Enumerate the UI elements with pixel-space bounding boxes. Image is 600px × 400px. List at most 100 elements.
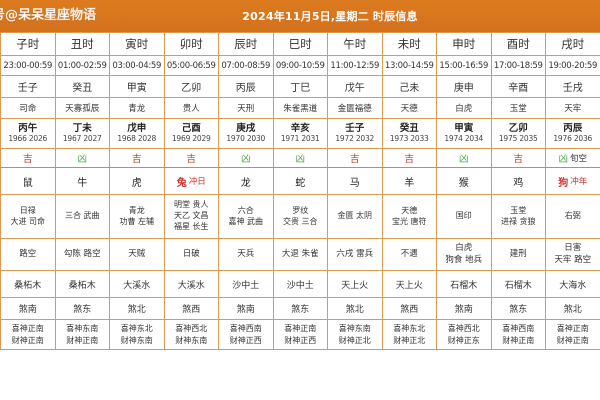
nayin-row-cell[interactable]: 大溪水 bbox=[163, 270, 219, 298]
nayin-row-cell[interactable]: 石榴木 bbox=[490, 270, 546, 298]
star-gods-row-cell[interactable]: 金匮 太阴 bbox=[327, 194, 383, 239]
time-range-row-cell[interactable]: 15:00-16:59 bbox=[436, 55, 492, 76]
ganzhi-row-cell[interactable]: 己未 bbox=[381, 75, 437, 98]
kongwang-row-cell[interactable]: 建刑 bbox=[490, 238, 546, 271]
birth-year-row-cell[interactable]: 丁未 1967 2027 bbox=[54, 118, 110, 149]
luck-row-cell[interactable]: 吉 bbox=[381, 148, 437, 168]
nayin-row-cell[interactable]: 桑柘木 bbox=[54, 270, 110, 298]
shensha-row-cell[interactable]: 青龙 bbox=[109, 97, 165, 119]
sha-direction-row-cell[interactable]: 煞东 bbox=[272, 297, 328, 320]
luck-row-cell[interactable]: 凶 bbox=[436, 148, 492, 168]
sha-direction-row-cell[interactable]: 煞西 bbox=[163, 297, 219, 320]
kongwang-row-cell[interactable]: 日害 天牢 路空 bbox=[545, 238, 600, 271]
ganzhi-row-cell[interactable]: 癸丑 bbox=[54, 75, 110, 98]
god-direction-row-cell[interactable]: 喜神西北 财神东南 bbox=[163, 319, 219, 350]
hour-name-row-cell[interactable]: 酉时 bbox=[490, 32, 546, 56]
kongwang-row-cell[interactable]: 天贼 bbox=[109, 238, 165, 271]
luck-row-cell[interactable]: 吉 bbox=[0, 148, 56, 168]
zodiac-row-cell[interactable]: 猴 bbox=[436, 167, 492, 195]
shensha-row-cell[interactable]: 天牢 bbox=[545, 97, 600, 119]
hour-name-row-cell[interactable]: 丑时 bbox=[54, 32, 110, 56]
time-range-row-cell[interactable]: 03:00-04:59 bbox=[109, 55, 165, 76]
time-range-row-cell[interactable]: 01:00-02:59 bbox=[54, 55, 110, 76]
ganzhi-row-cell[interactable]: 丁巳 bbox=[272, 75, 328, 98]
birth-year-row-cell[interactable]: 癸丑 1973 2033 bbox=[381, 118, 437, 149]
birth-year-row-cell[interactable]: 辛亥 1971 2031 bbox=[272, 118, 328, 149]
god-direction-row-cell[interactable]: 喜神东南 财神正北 bbox=[327, 319, 383, 350]
nayin-row-cell[interactable]: 天上火 bbox=[381, 270, 437, 298]
star-gods-row-cell[interactable]: 青龙 功曹 左辅 bbox=[109, 194, 165, 239]
sha-direction-row-cell[interactable]: 煞南 bbox=[436, 297, 492, 320]
god-direction-row-cell[interactable]: 喜神东北 财神正北 bbox=[381, 319, 437, 350]
sha-direction-row-cell[interactable]: 煞南 bbox=[218, 297, 274, 320]
shensha-row-cell[interactable]: 贵人 bbox=[163, 97, 219, 119]
star-gods-row-cell[interactable]: 右弼 bbox=[545, 194, 600, 239]
time-range-row-cell[interactable]: 09:00-10:59 bbox=[272, 55, 328, 76]
shensha-row-cell[interactable]: 朱雀黑道 bbox=[272, 97, 328, 119]
zodiac-row-cell[interactable]: 马 bbox=[327, 167, 383, 195]
nayin-row-cell[interactable]: 天上火 bbox=[327, 270, 383, 298]
luck-row-cell[interactable]: 吉 bbox=[163, 148, 219, 168]
birth-year-row-cell[interactable]: 己酉 1969 2029 bbox=[163, 118, 219, 149]
star-gods-row-cell[interactable]: 明堂 贵人 天乙 文昌 福星 长生 bbox=[163, 194, 219, 239]
shensha-row-cell[interactable]: 司命 bbox=[0, 97, 56, 119]
birth-year-row-cell[interactable]: 甲寅 1974 2034 bbox=[436, 118, 492, 149]
sha-direction-row-cell[interactable]: 煞北 bbox=[545, 297, 600, 320]
zodiac-row-cell[interactable]: 羊 bbox=[381, 167, 437, 195]
nayin-row-cell[interactable]: 大溪水 bbox=[109, 270, 165, 298]
god-direction-row-cell[interactable]: 喜神正南 财神正南 bbox=[0, 319, 56, 350]
birth-year-row-cell[interactable]: 戊申 1968 2028 bbox=[109, 118, 165, 149]
sha-direction-row-cell[interactable]: 煞北 bbox=[327, 297, 383, 320]
ganzhi-row-cell[interactable]: 辛酉 bbox=[490, 75, 546, 98]
star-gods-row-cell[interactable]: 国印 bbox=[436, 194, 492, 239]
ganzhi-row-cell[interactable]: 壬戌 bbox=[545, 75, 600, 98]
star-gods-row-cell[interactable]: 三合 武曲 bbox=[54, 194, 110, 239]
kongwang-row-cell[interactable]: 六戌 雷兵 bbox=[327, 238, 383, 271]
sha-direction-row-cell[interactable]: 煞北 bbox=[109, 297, 165, 320]
zodiac-row-cell[interactable]: 龙 bbox=[218, 167, 274, 195]
nayin-row-cell[interactable]: 大海水 bbox=[545, 270, 600, 298]
shensha-row-cell[interactable]: 金匮福德 bbox=[327, 97, 383, 119]
shensha-row-cell[interactable]: 白虎 bbox=[436, 97, 492, 119]
birth-year-row-cell[interactable]: 乙卯 1975 2035 bbox=[490, 118, 546, 149]
luck-row-cell[interactable]: 凶 bbox=[218, 148, 274, 168]
birth-year-row-cell[interactable]: 壬子 1972 2032 bbox=[327, 118, 383, 149]
sha-direction-row-cell[interactable]: 煞东 bbox=[490, 297, 546, 320]
hour-name-row-cell[interactable]: 巳时 bbox=[272, 32, 328, 56]
god-direction-row-cell[interactable]: 喜神正南 财神正西 bbox=[272, 319, 328, 350]
god-direction-row-cell[interactable]: 喜神东北 财神东南 bbox=[109, 319, 165, 350]
nayin-row-cell[interactable]: 沙中土 bbox=[218, 270, 274, 298]
kongwang-row-cell[interactable]: 日破 bbox=[163, 238, 219, 271]
zodiac-row-cell[interactable]: 蛇 bbox=[272, 167, 328, 195]
zodiac-row-cell[interactable]: 兔冲日 bbox=[163, 167, 219, 195]
hour-name-row-cell[interactable]: 卯时 bbox=[163, 32, 219, 56]
luck-row-cell[interactable]: 凶 bbox=[54, 148, 110, 168]
luck-row-cell[interactable]: 凶 bbox=[272, 148, 328, 168]
hour-name-row-cell[interactable]: 未时 bbox=[381, 32, 437, 56]
time-range-row-cell[interactable]: 23:00-00:59 bbox=[0, 55, 56, 76]
birth-year-row-cell[interactable]: 丙午 1966 2026 bbox=[0, 118, 56, 149]
shensha-row-cell[interactable]: 玉堂 bbox=[490, 97, 546, 119]
god-direction-row-cell[interactable]: 喜神西北 财神正东 bbox=[436, 319, 492, 350]
zodiac-row-cell[interactable]: 牛 bbox=[54, 167, 110, 195]
hour-name-row-cell[interactable]: 申时 bbox=[436, 32, 492, 56]
kongwang-row-cell[interactable]: 路空 bbox=[0, 238, 56, 271]
star-gods-row-cell[interactable]: 日禄 大进 司命 bbox=[0, 194, 56, 239]
time-range-row-cell[interactable]: 05:00-06:59 bbox=[163, 55, 219, 76]
nayin-row-cell[interactable]: 石榴木 bbox=[436, 270, 492, 298]
luck-row-cell[interactable]: 吉 bbox=[327, 148, 383, 168]
ganzhi-row-cell[interactable]: 乙卯 bbox=[163, 75, 219, 98]
shensha-row-cell[interactable]: 天德 bbox=[381, 97, 437, 119]
kongwang-row-cell[interactable]: 大退 朱雀 bbox=[272, 238, 328, 271]
luck-row-cell[interactable]: 吉 bbox=[109, 148, 165, 168]
time-range-row-cell[interactable]: 19:00-20:59 bbox=[545, 55, 600, 76]
kongwang-row-cell[interactable]: 勾陈 路空 bbox=[54, 238, 110, 271]
god-direction-row-cell[interactable]: 喜神西南 财神正南 bbox=[490, 319, 546, 350]
hour-name-row-cell[interactable]: 寅时 bbox=[109, 32, 165, 56]
sha-direction-row-cell[interactable]: 煞东 bbox=[54, 297, 110, 320]
birth-year-row-cell[interactable]: 丙辰 1976 2036 bbox=[545, 118, 600, 149]
time-range-row-cell[interactable]: 07:00-08:59 bbox=[218, 55, 274, 76]
hour-name-row-cell[interactable]: 子时 bbox=[0, 32, 56, 56]
zodiac-row-cell[interactable]: 虎 bbox=[109, 167, 165, 195]
time-range-row-cell[interactable]: 17:00-18:59 bbox=[490, 55, 546, 76]
